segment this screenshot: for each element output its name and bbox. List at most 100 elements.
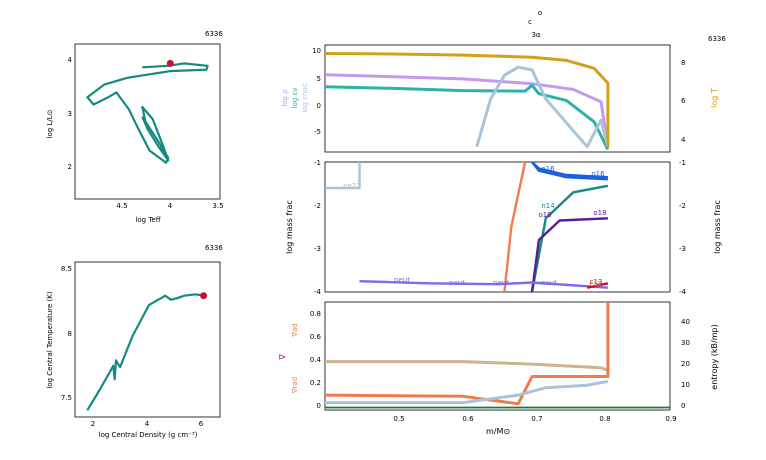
p3-ytick-right: 0 (681, 402, 685, 410)
logT-line (324, 52, 610, 147)
tc-ytick: 8.5 (61, 265, 72, 273)
hr-frame (74, 43, 221, 200)
p1-ylabel-right: log T (710, 88, 719, 108)
profile-xtick: 0.9 (665, 415, 676, 423)
p1-ytick-left: -5 (314, 128, 321, 136)
panel-grad-frame (324, 301, 671, 411)
p1-ytick-left: 10 (312, 47, 321, 55)
profile-xtick: 0.8 (599, 415, 610, 423)
p3-ytick-left: 0.4 (310, 356, 322, 364)
p1-ylabel-rho: log ρ (281, 89, 289, 107)
grad-rad-line (324, 302, 610, 406)
panel-grad-curves (324, 302, 670, 409)
profile-xtick: 0.6 (462, 415, 474, 423)
p3-ytick-left: 0.6 (310, 333, 322, 341)
profile-xtick: 0.7 (531, 415, 542, 423)
p2-ytick-left: -3 (314, 245, 321, 253)
p3-ytick-left: 0 (317, 402, 321, 410)
p2-ytick-right: -1 (679, 159, 686, 167)
p3-ytick-right: 30 (681, 339, 690, 347)
p3-ytick-left: 0.8 (310, 310, 321, 318)
isotope-label: c13 (590, 278, 603, 286)
massfrac-o16-line (531, 161, 608, 181)
p1-ytick-right: 4 (681, 136, 686, 144)
central-conditions-plot: 6336 2 4 6 8.5 8 7.5 log Central Density… (46, 244, 223, 439)
rho-line (324, 73, 610, 147)
p1-ytick-right: 6 (681, 97, 686, 105)
p1-ytick-right: 8 (681, 59, 685, 67)
massfrac-c13-line (586, 282, 609, 289)
tc-ytick: 8 (68, 330, 72, 338)
p2-ylabel-right: log mass frac (713, 200, 722, 254)
entropy-line (325, 379, 609, 405)
isotope-label: o18 (593, 209, 606, 217)
eps-nu-line (324, 83, 610, 151)
top-label-o: o (538, 9, 542, 17)
isotope-label: o18 (538, 211, 551, 219)
p1-ytick-left: 5 (317, 75, 321, 83)
massfrac-ne22-line (325, 162, 361, 190)
tc-ytick: 7.5 (61, 394, 72, 402)
massfrac-n14-line (530, 184, 609, 293)
p3-ylabel-rad: ∇rad (291, 377, 299, 394)
p2-ytick-right: -4 (679, 288, 687, 296)
isotope-label: neut (449, 279, 465, 287)
massfrac-neut-line (359, 280, 608, 289)
hr-ytick: 2 (68, 163, 72, 171)
hr-diagram: 6336 4.5 4 3.5 4 3 2 log Teff log L/L⊙ (46, 30, 224, 224)
hr-track-line (86, 62, 209, 164)
tc-model-number: 6336 (205, 244, 223, 252)
top-label-c: c (528, 18, 532, 26)
tc-xlabel: log Central Density (g cm⁻³) (99, 431, 198, 439)
isotope-label: ne22 (343, 182, 361, 190)
hr-ylabel: log L/L⊙ (46, 110, 54, 139)
hr-xlabel: log Teff (135, 216, 160, 224)
p3-ytick-right: 20 (681, 360, 690, 368)
hr-ytick: 4 (68, 56, 73, 64)
hr-xtick: 3.5 (212, 202, 223, 210)
p1-ylabel-epsnuc: log εnuc (301, 83, 309, 113)
isotope-label: neut (541, 279, 557, 287)
p3-ylabel-right: entropy (kB/mp) (710, 324, 719, 389)
tc-xtick: 2 (91, 420, 95, 428)
p1-ytick-left: 0 (317, 102, 321, 110)
hr-xtick: 4 (168, 202, 173, 210)
massfrac-o18-line (530, 217, 608, 293)
panel-massfrac-frame (324, 161, 671, 293)
p2-ytick-left: -2 (314, 202, 321, 210)
p2-ylabel-left: log mass frac (285, 200, 294, 254)
hr-track (86, 59, 209, 164)
isotope-label: n14 (541, 202, 555, 210)
p2-ytick-left: -4 (314, 288, 322, 296)
hr-xtick: 4.5 (116, 202, 127, 210)
profile-xtick: 0.5 (393, 415, 404, 423)
tc-track-line (86, 293, 204, 411)
tc-frame (74, 261, 221, 418)
tc-current-point (200, 292, 208, 300)
eps-nuc-line (475, 65, 610, 149)
hr-ytick: 3 (68, 110, 72, 118)
isotope-label: o16 (591, 170, 605, 178)
tc-ylabel: log Central Temperature (K) (46, 291, 54, 388)
profile-model-number: 6336 (708, 35, 726, 43)
p2-ytick-right: -3 (679, 245, 686, 253)
isotope-label: c12 (590, 280, 603, 288)
hr-model-number: 6336 (205, 30, 223, 38)
panel-rho-eps-curves (324, 52, 610, 151)
isotope-label: neut (394, 276, 410, 284)
p3-ytick-right: 10 (681, 381, 690, 389)
massfrac-c12-line (503, 161, 527, 293)
tc-track (86, 292, 208, 411)
tc-xtick: 4 (145, 420, 150, 428)
profile-plots: o c 3α 6336 10 5 0 -5 8 6 4 log ρ log εν… (278, 9, 726, 436)
p3-ytick-left: 0.2 (310, 379, 321, 387)
p3-ytick-right: 40 (681, 318, 690, 326)
p3-ylabel-grad: ∇ (278, 354, 287, 361)
tc-xtick: 6 (199, 420, 204, 428)
profile-xlabel: m/M⊙ (486, 427, 510, 436)
isotope-label: neut (493, 279, 509, 287)
p1-ylabel-eps: log εν (291, 88, 299, 109)
p3-ylabel-ad: ∇ad (291, 323, 299, 337)
